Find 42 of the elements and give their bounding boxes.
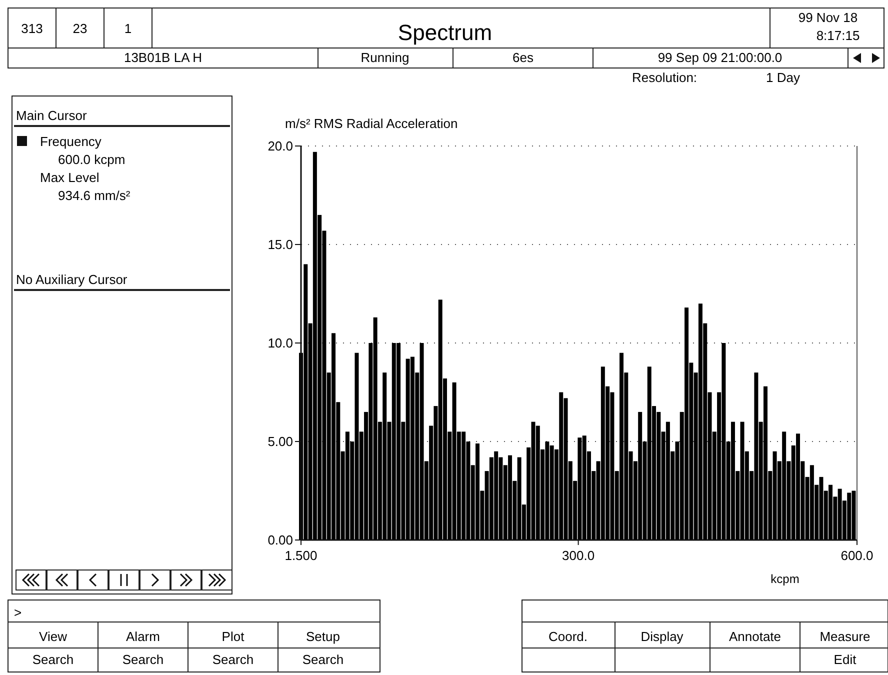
y-tick-label: 20.0 [268, 138, 293, 154]
x-tick-label: 600.0 [840, 548, 874, 563]
text: 13B01B LA H [124, 50, 202, 65]
y-tick-label: 0.00 [268, 532, 293, 548]
text: 313 [21, 21, 43, 36]
x-tick-label: 1.500 [284, 548, 318, 563]
text: Coord. [548, 629, 588, 644]
text: Main Cursor [16, 108, 88, 123]
text: 1 Day [766, 70, 800, 85]
text: 600.0 kcpm [58, 152, 126, 167]
text: Plot [222, 629, 245, 644]
text: 23 [72, 21, 88, 36]
text: Alarm [126, 629, 160, 644]
text: > [14, 605, 22, 620]
text: Search [302, 652, 344, 667]
text: Resolution: [632, 70, 698, 85]
text: Search [122, 652, 164, 667]
text: Frequency [40, 134, 102, 149]
text: Max Level [40, 170, 100, 185]
text: Running [360, 50, 410, 65]
x-axis-title: kcpm [770, 572, 800, 586]
text: 6es [512, 50, 534, 65]
y-tick-label: 5.00 [268, 434, 293, 450]
y-tick-label: 15.0 [268, 237, 293, 252]
text: 1 [124, 21, 132, 36]
chart-title: Spectrum [398, 20, 492, 45]
text: 8:17:15 [816, 28, 860, 43]
text: No Auxiliary Cursor [16, 272, 128, 287]
text: Measure [820, 629, 870, 644]
y-axis-title: m/s² RMS Radial Acceleration [285, 116, 458, 131]
text: 99 Nov 18 [798, 10, 858, 25]
text: Search [212, 652, 254, 667]
text: 99 Sep 09 21:00:00.0 [658, 50, 782, 65]
text: Annotate [728, 629, 782, 644]
x-tick-label: 300.0 [562, 548, 595, 563]
text: View [39, 629, 68, 644]
y-tick-label: 10.0 [268, 336, 293, 351]
text: Setup [306, 629, 340, 644]
text: 934.6 mm/s² [58, 188, 131, 203]
text: Search [32, 652, 74, 667]
text: Edit [834, 652, 857, 667]
text: Display [640, 629, 684, 644]
